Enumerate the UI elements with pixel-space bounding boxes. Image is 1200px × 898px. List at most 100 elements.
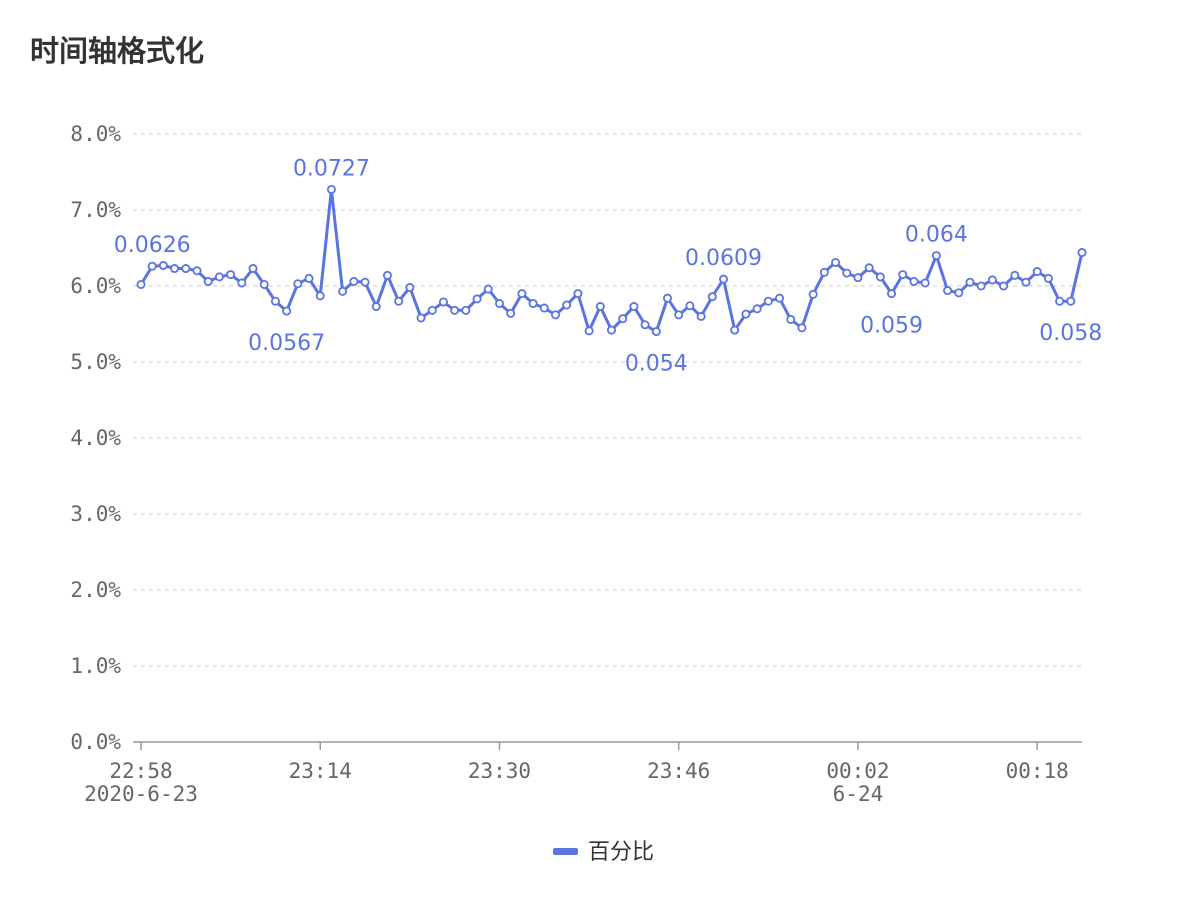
data-point [651, 327, 661, 337]
x-tick-label: 23:30 [468, 759, 531, 783]
data-point [1021, 277, 1031, 287]
data-point [999, 281, 1009, 291]
data-point [427, 305, 437, 315]
data-point [752, 304, 762, 314]
data-point [819, 267, 829, 277]
chart-title: 时间轴格式化 [30, 34, 205, 68]
data-point [595, 302, 605, 312]
legend[interactable]: 百分比 [553, 840, 654, 865]
data-label: 0.0626 [114, 233, 191, 258]
data-point [898, 270, 908, 280]
data-point [360, 277, 370, 287]
data-point [450, 305, 460, 315]
data-point [763, 296, 773, 306]
y-tick-label: 2.0% [70, 578, 121, 602]
data-point [629, 302, 639, 312]
data-point [584, 326, 594, 336]
series-group [136, 184, 1087, 337]
data-point [842, 268, 852, 278]
data-point [282, 306, 292, 316]
data-point [943, 286, 953, 296]
data-point [730, 325, 740, 335]
data-point [192, 266, 202, 276]
data-point [1055, 296, 1065, 306]
data-point [528, 298, 538, 308]
y-tick-label: 6.0% [70, 274, 121, 298]
data-point [293, 279, 303, 289]
data-point [494, 298, 504, 308]
data-point [607, 325, 617, 335]
data-point [775, 293, 785, 303]
data-point [147, 261, 157, 271]
data-point [1077, 248, 1087, 258]
data-point [483, 284, 493, 294]
data-point [203, 276, 213, 286]
x-tick-sublabel: 2020-6-23 [84, 782, 198, 806]
data-point [696, 311, 706, 321]
data-point [562, 300, 572, 310]
data-point [270, 296, 280, 306]
y-axis: 0.0% 1.0% 2.0% 3.0% 4.0% 5.0% 6.0% 7.0% 8.0% [70, 122, 121, 754]
data-label: 0.0727 [293, 156, 370, 181]
data-point [920, 278, 930, 288]
data-point [976, 281, 986, 291]
data-point [786, 314, 796, 324]
data-point [808, 289, 818, 299]
data-point [338, 286, 348, 296]
data-point [416, 313, 426, 323]
y-tick-label: 0.0% [70, 730, 121, 754]
data-point [1032, 267, 1042, 277]
x-tick-sublabel: 6-24 [833, 782, 884, 806]
data-label: 0.064 [905, 223, 968, 248]
data-point [685, 301, 695, 311]
x-tick-label: 22:58 [109, 759, 172, 783]
data-point [170, 264, 180, 274]
data-point [707, 292, 717, 302]
data-label: 0.059 [860, 314, 923, 339]
data-point [1043, 273, 1053, 283]
legend-label: 百分比 [588, 840, 654, 865]
data-point [864, 263, 874, 273]
x-tick-label: 23:46 [647, 759, 710, 783]
y-tick-label: 7.0% [70, 198, 121, 222]
data-point [371, 302, 381, 312]
y-tick-label: 4.0% [70, 426, 121, 450]
y-tick-label: 3.0% [70, 502, 121, 526]
data-point [326, 184, 336, 194]
data-point [719, 274, 729, 284]
data-point [472, 294, 482, 304]
data-point [797, 323, 807, 333]
data-point [461, 305, 471, 315]
data-point [349, 276, 359, 286]
grid-lines [133, 133, 1082, 667]
data-point [259, 279, 269, 289]
data-label: 0.058 [1039, 321, 1102, 346]
data-point [909, 276, 919, 286]
data-point [158, 260, 168, 270]
data-point [181, 264, 191, 274]
data-point [248, 264, 258, 274]
data-point [954, 288, 964, 298]
data-point [382, 270, 392, 280]
data-point [741, 309, 751, 319]
data-point [1066, 296, 1076, 306]
data-point [506, 308, 516, 318]
data-point [663, 293, 673, 303]
data-label: 0.0609 [685, 246, 762, 271]
data-point [887, 289, 897, 299]
x-tick-label: 00:02 [826, 759, 889, 783]
data-label: 0.0567 [248, 331, 325, 356]
data-point [550, 310, 560, 320]
y-tick-label: 8.0% [70, 122, 121, 146]
data-point [640, 320, 650, 330]
series-line [139, 188, 1084, 334]
legend-swatch [553, 848, 578, 855]
data-point [226, 270, 236, 280]
data-point [214, 272, 224, 282]
data-point [438, 297, 448, 307]
data-point [618, 314, 628, 324]
data-point [853, 273, 863, 283]
